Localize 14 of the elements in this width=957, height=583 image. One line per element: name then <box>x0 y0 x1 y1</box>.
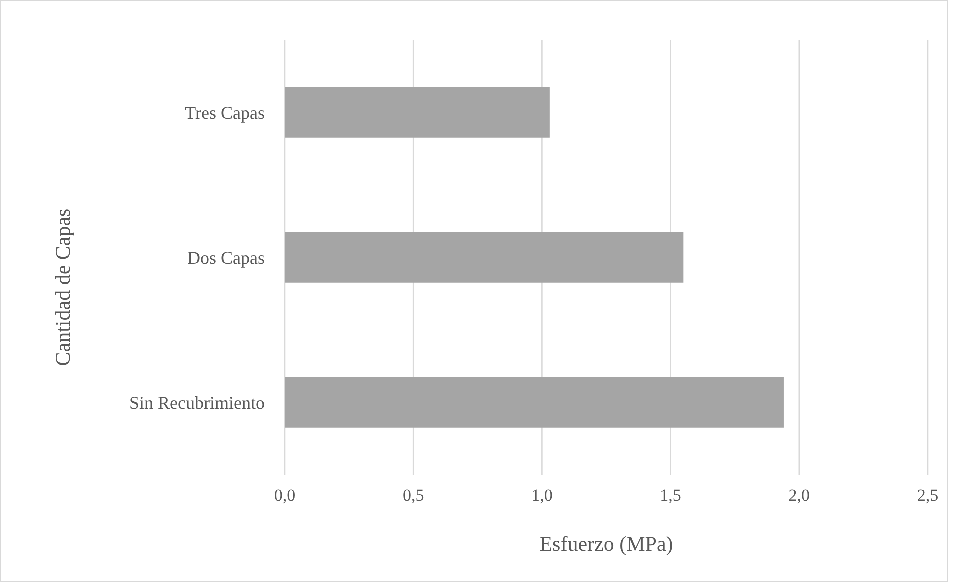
y-tick-label: Dos Capas <box>188 248 265 268</box>
bar <box>285 377 784 428</box>
y-tick-label: Sin Recubrimiento <box>130 392 265 413</box>
bar <box>285 232 684 283</box>
x-tick-label: 0,0 <box>274 486 296 505</box>
x-tick-label: 1,5 <box>660 486 682 505</box>
x-tick-label: 0,5 <box>402 486 424 505</box>
y-axis-title: Cantidad de Capas <box>51 208 75 366</box>
x-tick-label: 1,0 <box>532 486 553 505</box>
y-tick-label: Tres Capas <box>185 102 265 123</box>
x-axis-title: Esfuerzo (MPa) <box>540 532 674 556</box>
x-tick-label: 2,5 <box>917 486 939 505</box>
x-tick-label: 2,0 <box>788 486 810 505</box>
bar <box>285 87 550 138</box>
